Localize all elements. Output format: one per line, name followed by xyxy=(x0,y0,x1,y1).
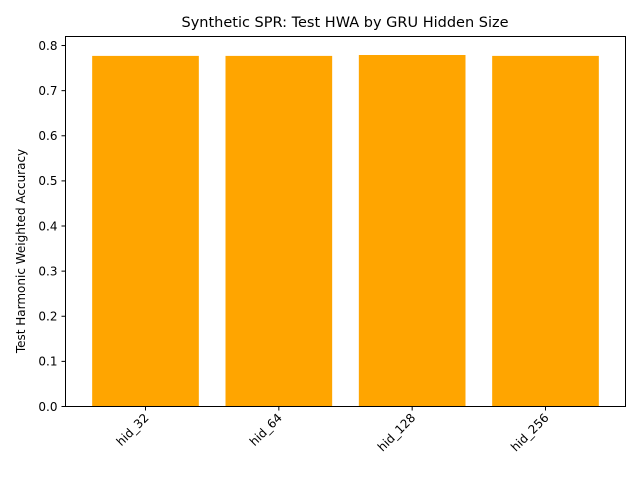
x-tick-label-hid_32: hid_32 xyxy=(114,411,152,449)
x-tick-label-hid_64: hid_64 xyxy=(247,411,285,449)
y-tick-label: 0.7 xyxy=(38,84,57,98)
y-tick-label: 0.4 xyxy=(38,219,57,233)
chart-title: Synthetic SPR: Test HWA by GRU Hidden Si… xyxy=(181,15,508,31)
x-axis-ticks: hid_32 hid_64 hid_128 hid_256 xyxy=(114,406,552,454)
y-tick-label: 0.3 xyxy=(38,264,57,278)
bar-hid_64 xyxy=(225,55,333,407)
bar-hid_32 xyxy=(92,55,199,407)
bar-hid_128 xyxy=(358,55,466,407)
y-tick-label: 0.5 xyxy=(38,174,57,188)
y-tick-label: 0.2 xyxy=(38,310,57,324)
y-axis-ticks: 0.0 0.1 0.2 0.3 0.4 0.5 0.6 0.7 0.8 xyxy=(38,39,66,414)
bars-group xyxy=(92,55,599,407)
y-axis-label: Test Harmonic Weighted Accuracy xyxy=(14,149,28,354)
x-tick-label-hid_256: hid_256 xyxy=(508,411,551,454)
y-tick-label: 0.6 xyxy=(38,129,57,143)
y-tick-label: 0.1 xyxy=(38,355,57,369)
y-tick-label: 0.0 xyxy=(38,400,57,414)
bar-hid_256 xyxy=(492,55,599,407)
x-tick-label-hid_128: hid_128 xyxy=(375,411,418,454)
y-tick-label: 0.8 xyxy=(38,39,57,53)
plot-area-frame xyxy=(65,36,626,407)
